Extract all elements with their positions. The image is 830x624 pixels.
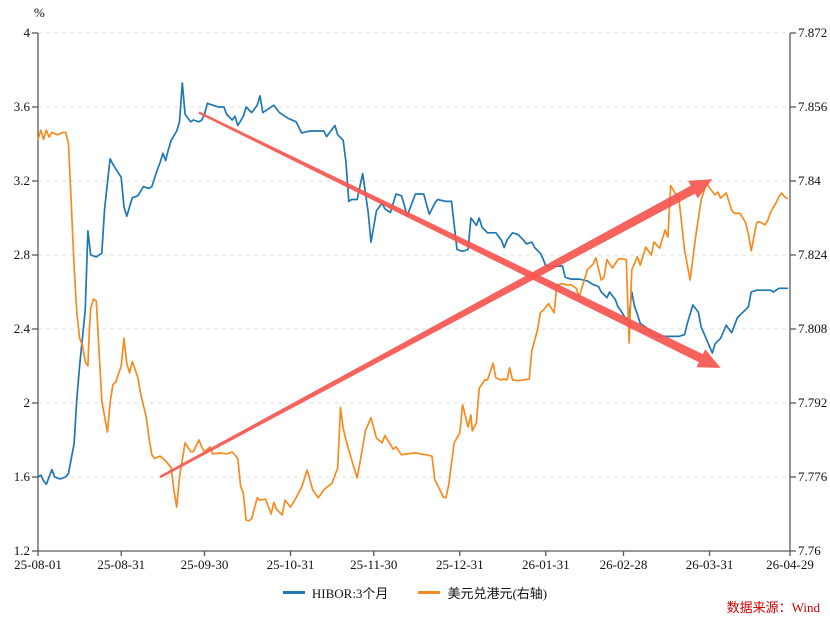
- hibor-line-swatch: [282, 591, 305, 594]
- left-tick-label: 4: [24, 25, 31, 40]
- right-tick-label: 7.84: [798, 173, 821, 188]
- usdhkd-line: [37, 129, 789, 522]
- right-tick-label: 7.76: [798, 543, 821, 558]
- legend-label-hibor: HIBOR:3个月: [311, 586, 389, 601]
- x-tick-label: 26-02-28: [600, 557, 648, 572]
- x-tick-label: 25-08-01: [14, 557, 62, 572]
- left-tick-label: 1.6: [14, 469, 31, 484]
- legend-item-usdhkd: 美元兑港元(右轴): [418, 583, 547, 602]
- left-tick-label: 2.8: [14, 247, 30, 262]
- legend-label-usdhkd: 美元兑港元(右轴): [447, 586, 548, 601]
- hibor-line: [37, 82, 789, 486]
- left-tick-label: 2: [24, 395, 31, 410]
- x-tick-label: 25-08-31: [97, 557, 145, 572]
- trend-arrow-up: [159, 179, 713, 479]
- left-axis-unit-label: %: [34, 5, 45, 20]
- legend-item-hibor: HIBOR:3个月: [282, 583, 389, 602]
- right-tick-label: 7.792: [798, 395, 827, 410]
- trend-arrow-down: [198, 111, 721, 368]
- x-tick-label: 25-12-31: [436, 557, 484, 572]
- right-tick-label: 7.808: [798, 321, 827, 336]
- x-tick-label: 26-04-29: [766, 557, 814, 572]
- legend: HIBOR:3个月 美元兑港元(右轴): [0, 583, 830, 602]
- right-tick-label: 7.824: [798, 247, 828, 262]
- x-tick-label: 26-01-31: [522, 557, 570, 572]
- left-tick-label: 3.6: [14, 99, 31, 114]
- left-tick-label: 1.2: [14, 543, 30, 558]
- right-tick-label: 7.872: [798, 25, 827, 40]
- left-tick-label: 3.2: [14, 173, 30, 188]
- x-tick-label: 26-03-31: [686, 557, 734, 572]
- usdhkd-line-swatch: [418, 591, 441, 594]
- right-tick-label: 7.776: [798, 469, 828, 484]
- x-tick-label: 25-10-31: [267, 557, 315, 572]
- left-tick-label: 2.4: [14, 321, 31, 336]
- right-tick-label: 7.856: [798, 99, 828, 114]
- x-tick-label: 25-11-30: [350, 557, 397, 572]
- x-tick-label: 25-09-30: [181, 557, 229, 572]
- data-source-note: 数据来源：Wind: [726, 600, 820, 615]
